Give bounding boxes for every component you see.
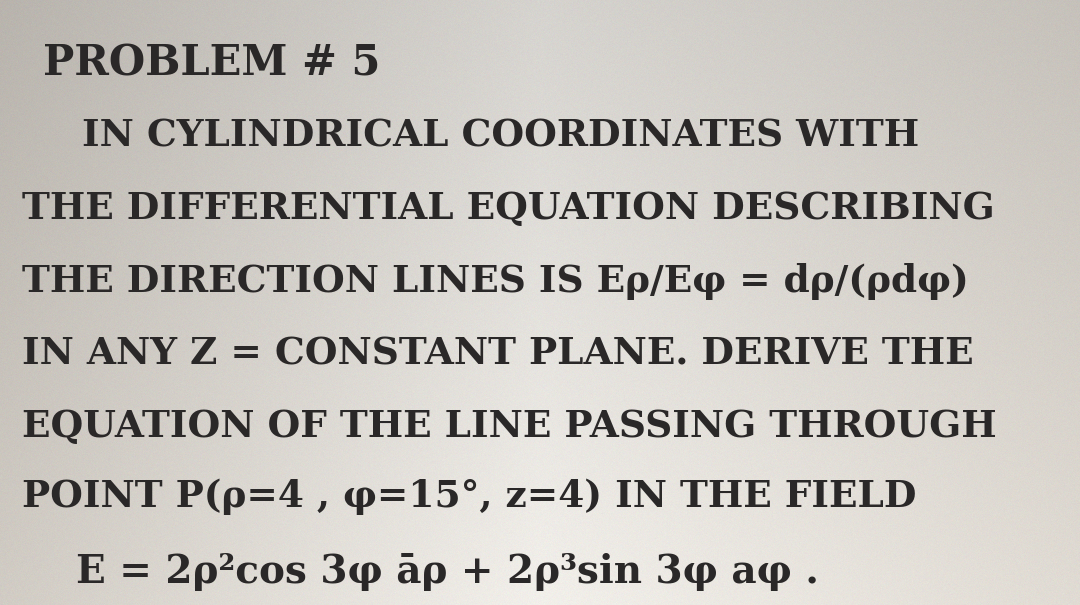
Text: IN CYLINDRICAL COORDINATES WITH: IN CYLINDRICAL COORDINATES WITH [43, 117, 919, 155]
Text: POINT P(ρ=4 , φ=15°, z=4) IN THE FIELD: POINT P(ρ=4 , φ=15°, z=4) IN THE FIELD [22, 477, 916, 515]
Text: THE DIFFERENTIAL EQUATION DESCRIBING: THE DIFFERENTIAL EQUATION DESCRIBING [22, 190, 995, 227]
Text: IN ANY Z = CONSTANT PLANE. DERIVE THE: IN ANY Z = CONSTANT PLANE. DERIVE THE [22, 335, 973, 373]
Text: EQUATION OF THE LINE PASSING THROUGH: EQUATION OF THE LINE PASSING THROUGH [22, 408, 996, 445]
Text: E = 2ρ²cos 3φ āρ + 2ρ³sin 3φ aφ .: E = 2ρ²cos 3φ āρ + 2ρ³sin 3φ aφ . [76, 553, 819, 590]
Text: THE DIRECTION LINES IS Eρ/Eφ = dρ/(ρdφ): THE DIRECTION LINES IS Eρ/Eφ = dρ/(ρdφ) [22, 263, 969, 300]
Text: PROBLEM # 5: PROBLEM # 5 [43, 42, 380, 85]
